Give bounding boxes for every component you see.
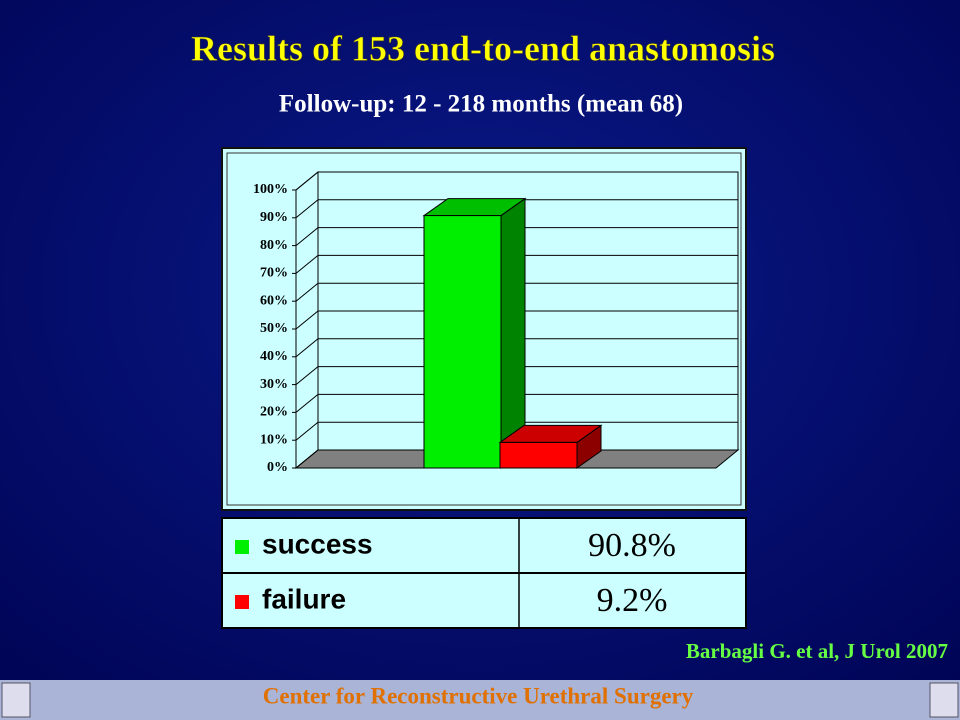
y-tick-label: 60% [260, 293, 288, 308]
legend-label: failure [262, 583, 346, 614]
bar-front [423, 215, 502, 469]
grid-line [295, 393, 738, 413]
value-label: 90.8% [588, 527, 676, 564]
value-label: 9.2% [597, 582, 668, 619]
y-tick-label: 40% [260, 349, 288, 364]
legend-label: success [262, 528, 373, 559]
y-tick-label: 90% [260, 210, 288, 225]
grid-line [295, 421, 738, 441]
bar-front [499, 441, 578, 469]
logo [929, 682, 959, 718]
footer-bar [0, 680, 960, 720]
title: Results of 153 end-to-end anastomosis [191, 28, 775, 68]
grid-line [295, 310, 738, 330]
grid-line [295, 282, 738, 302]
table-body: success 90.8% failure 9.2% [235, 527, 676, 619]
grid-line [295, 366, 738, 385]
plot: 0% 10% 20% 30% 40% 50% 60% 70% 80% 90% 100% [253, 170, 740, 475]
grid-line [295, 171, 738, 191]
grid-line [295, 338, 738, 358]
y-tick-label: 30% [260, 377, 288, 392]
subtitle: Follow-up: 12 - 218 months (mean 68) [279, 91, 683, 118]
legend-swatch [235, 540, 249, 554]
grid-line [295, 199, 738, 219]
bar [498, 424, 603, 469]
chart-inner [226, 152, 742, 506]
y-tick-label: 20% [260, 405, 288, 420]
y-tick-label: 80% [260, 238, 288, 253]
citation: Barbagli G. et al, J Urol 2007 [686, 639, 948, 663]
y-tick-label: 70% [260, 266, 288, 281]
grid-line [295, 227, 738, 246]
logo [1, 682, 31, 718]
y-tick-label: 10% [260, 432, 288, 447]
bar [422, 197, 527, 469]
legend-swatch [235, 595, 249, 609]
y-tick-label: 0% [267, 460, 288, 475]
y-tick-label: 100% [253, 182, 288, 197]
y-tick-label: 50% [260, 321, 288, 336]
footer-text: Center for Reconstructive Urethral Surge… [263, 683, 694, 708]
grid-line [295, 254, 738, 274]
